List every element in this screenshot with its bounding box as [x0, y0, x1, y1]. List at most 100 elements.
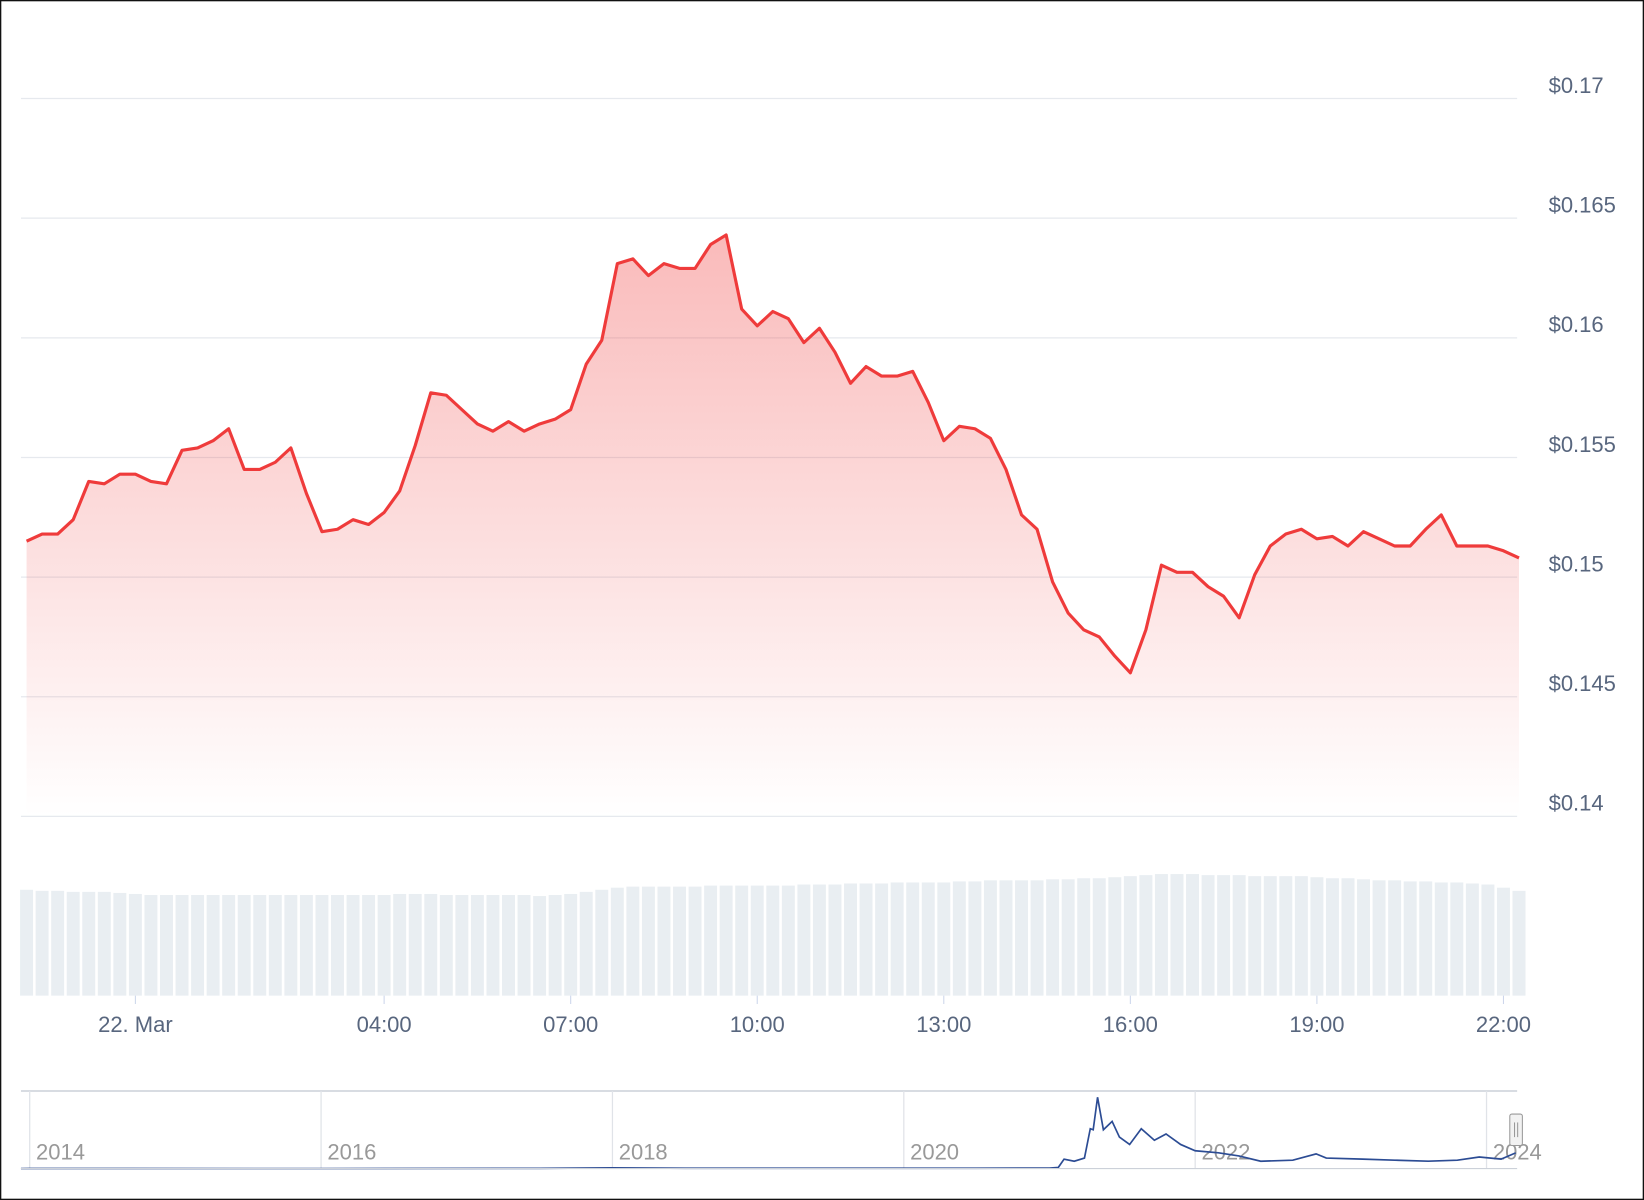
volume-bar: [1186, 874, 1200, 996]
x-tick-label: 2020: [910, 1140, 959, 1165]
volume-bar: [548, 895, 562, 996]
volume-bar: [1388, 880, 1402, 996]
volume-bar: [859, 883, 873, 996]
x-tick-label: 2018: [619, 1140, 668, 1165]
volume-bar: [999, 880, 1013, 996]
volume-bar: [1279, 876, 1293, 996]
y-tick-label: $0.145: [1549, 671, 1616, 696]
volume-bar: [1077, 878, 1091, 996]
volume-bar: [812, 884, 826, 996]
x-tick-label: 10:00: [730, 1012, 785, 1037]
volume-bar: [1465, 883, 1479, 996]
price-line: [25, 233, 1520, 675]
volume-bar: [890, 882, 904, 996]
y-tick-label: $0.17: [1549, 73, 1604, 98]
volume-bar: [1341, 878, 1355, 996]
volume-bar: [191, 895, 205, 996]
volume-bar: [983, 880, 997, 996]
volume-bar: [517, 895, 531, 996]
volume-bar: [781, 885, 795, 996]
volume-bar: [1030, 880, 1044, 996]
volume-bar: [579, 891, 593, 996]
volume-bar: [719, 885, 733, 996]
volume-bar: [1015, 880, 1029, 996]
x-tick-label: 22:00: [1476, 1012, 1531, 1037]
volume-bar: [1108, 877, 1122, 996]
volume-bar: [51, 890, 65, 996]
volume-bar: [564, 893, 578, 996]
y-tick-label: $0.16: [1549, 312, 1604, 337]
x-tick-label: 2016: [327, 1140, 376, 1165]
volume-bar: [35, 890, 49, 996]
volume-bar: [222, 895, 236, 996]
volume-bar: [766, 885, 780, 996]
volume-bar: [1170, 874, 1184, 996]
x-tick-label: 13:00: [916, 1012, 971, 1037]
volume-bar: [113, 892, 127, 996]
volume-bar: [1092, 878, 1106, 996]
volume-bar: [206, 895, 220, 996]
volume-bar: [844, 883, 857, 996]
volume-bar: [1434, 882, 1448, 996]
volume-bar: [1512, 890, 1526, 996]
volume-bar: [1403, 881, 1417, 996]
volume-bar: [1232, 875, 1246, 996]
volume-bar: [268, 895, 282, 996]
volume-bar: [1419, 881, 1433, 996]
volume-bar: [828, 884, 842, 996]
volume-bar: [1217, 875, 1231, 996]
volume-bar: [1139, 875, 1153, 996]
volume-bar: [393, 893, 407, 996]
volume-bar: [937, 882, 951, 996]
volume-bar: [704, 885, 718, 996]
x-tick-label: 07:00: [543, 1012, 598, 1037]
volume-bar: [673, 886, 686, 996]
volume-bar: [533, 896, 547, 996]
navigator-handle[interactable]: [1509, 1113, 1523, 1147]
y-tick-label: $0.14: [1549, 791, 1604, 816]
volume-bar: [284, 895, 298, 996]
volume-bar: [1201, 875, 1215, 996]
volume-bar: [455, 895, 469, 996]
area-fill: [26, 234, 1520, 817]
handle[interactable]: [1509, 1113, 1523, 1147]
volume-bar: [626, 886, 640, 996]
volume-bar: [97, 891, 111, 996]
volume-bar: [921, 882, 935, 996]
volume-bar: [253, 895, 267, 996]
volume-bar: [408, 893, 422, 996]
y-tick-label: $0.15: [1549, 551, 1604, 576]
volume-bar: [175, 895, 189, 996]
volume-bar: [595, 889, 609, 996]
volume-bar: [1263, 876, 1277, 996]
volume-bar: [1325, 878, 1339, 996]
volume-bar: [144, 895, 158, 996]
plot-layer: $0.14 $0.145 $0.15 $0.155 $0.16 $0.165 $0.17 22…: [20, 73, 1616, 1170]
volume-bar: [1294, 876, 1308, 996]
volume-bar: [331, 895, 344, 996]
volume-bar: [1481, 884, 1495, 996]
volume-bar: [968, 881, 982, 996]
volume-bar: [82, 891, 96, 996]
volume-bar: [486, 895, 500, 996]
volume-bar: [750, 885, 764, 996]
y-tick-label: $0.165: [1549, 192, 1616, 217]
volume-bar: [1310, 877, 1324, 996]
volume-bar: [1046, 879, 1060, 996]
volume-bar: [128, 893, 142, 996]
volume-bar: [1248, 876, 1262, 996]
volume-bar: [657, 886, 671, 996]
volume-bar: [688, 886, 702, 996]
volume-bar: [237, 895, 251, 996]
volume-bar: [1496, 887, 1510, 996]
volume-bar: [424, 893, 438, 996]
x-tick-label: 16:00: [1103, 1012, 1158, 1037]
volume-bar: [1061, 879, 1075, 996]
volume-bar: [906, 882, 920, 996]
volume-bar: [1123, 876, 1137, 996]
y-tick-label: $0.155: [1549, 432, 1616, 457]
volume-bar: [952, 881, 966, 996]
volume-bar: [439, 895, 453, 996]
